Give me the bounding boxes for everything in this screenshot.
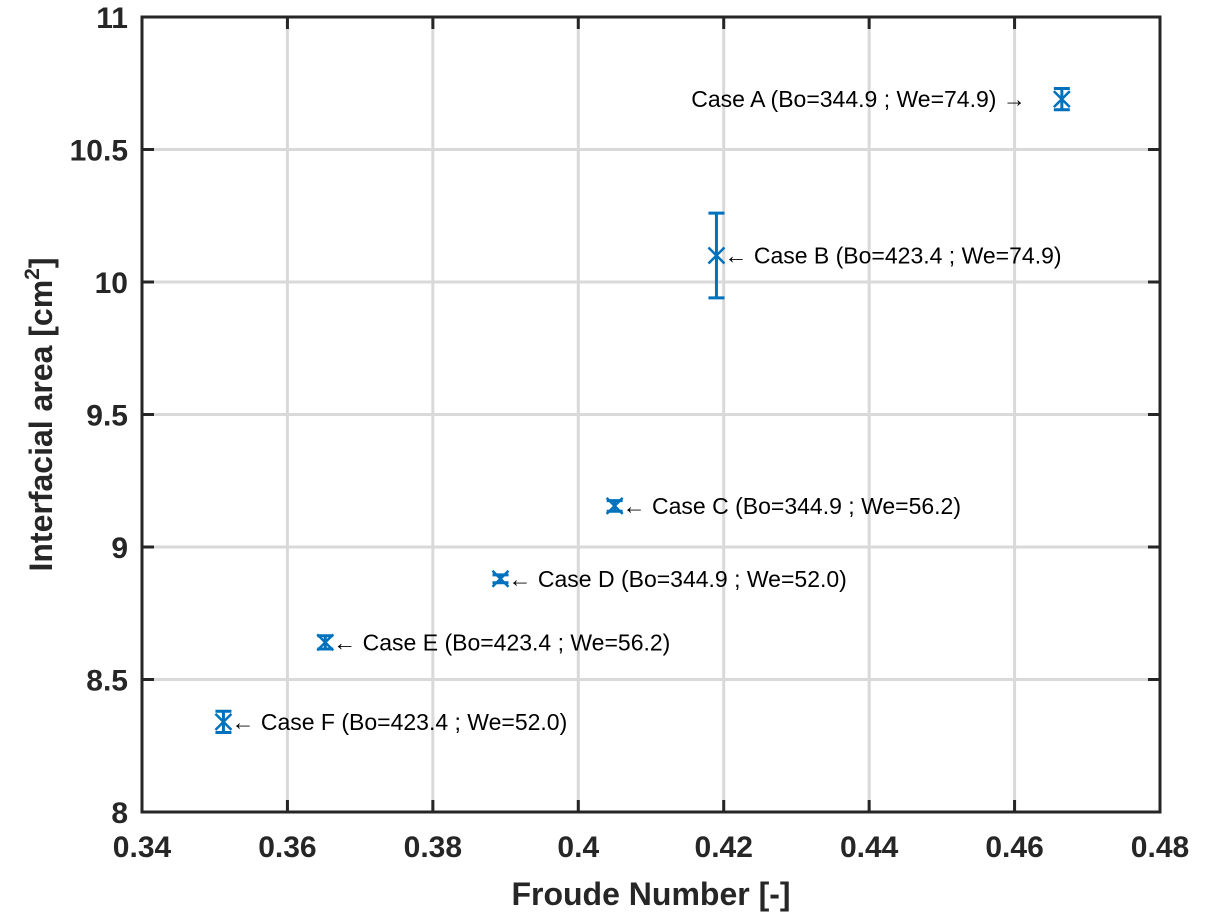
y-tick-label: 8.5 xyxy=(86,665,128,698)
x-marker xyxy=(1052,90,1071,109)
x-tick-label: 0.46 xyxy=(985,831,1043,864)
x-tick-label: 0.34 xyxy=(113,831,172,864)
x-marker xyxy=(214,713,233,731)
y-tick-label: 9.5 xyxy=(86,400,128,433)
point-annotation: ← Case E (Bo=423.4 ; We=56.2) xyxy=(333,629,670,655)
x-marker xyxy=(491,569,510,588)
point-annotation: Case A (Bo=344.9 ; We=74.9) → xyxy=(691,86,1026,112)
x-tick-label: 0.38 xyxy=(404,831,462,864)
data-point xyxy=(491,569,510,588)
y-tick-label: 10.5 xyxy=(70,135,128,168)
x-tick-label: 0.36 xyxy=(258,831,316,864)
plot-frame xyxy=(140,15,1162,814)
annotations: Case A (Bo=344.9 ; We=74.9) → ← Case B (B… xyxy=(231,86,1061,735)
data-points xyxy=(214,87,1071,734)
point-annotation: ← Case C (Bo=344.9 ; We=56.2) xyxy=(623,493,961,519)
data-point xyxy=(214,709,233,734)
data-point xyxy=(316,633,335,652)
y-tick-label: 9 xyxy=(111,532,128,565)
point-annotation: ← Case D (Bo=344.9 ; We=52.0) xyxy=(508,566,846,592)
y-axis-title-superscript: 2 xyxy=(21,268,44,280)
y-axis-title-main: Interfacial area [cm xyxy=(23,280,59,572)
y-tick-label: 10 xyxy=(95,267,128,300)
y-axis-title: Interfacial area [cm2] xyxy=(21,257,59,571)
data-point xyxy=(707,211,726,300)
point-annotation: ← Case F (Bo=423.4 ; We=52.0) xyxy=(231,709,567,735)
x-marker xyxy=(707,246,726,265)
x-tick-label: 0.44 xyxy=(840,831,899,864)
tick-labels: 0.34 0.36 0.38 0.4 0.42 0.44 0.46 0.48 8 8.5 9 9.5 1… xyxy=(70,2,1190,864)
y-tick-label: 8 xyxy=(111,797,128,830)
grid xyxy=(140,15,1162,814)
x-marker xyxy=(316,633,335,652)
y-tick-label: 11 xyxy=(96,2,128,35)
x-tick-label: 0.48 xyxy=(1131,831,1189,864)
data-point xyxy=(605,497,624,515)
point-annotation: ← Case B (Bo=423.4 ; We=74.9) xyxy=(724,243,1061,269)
data-point xyxy=(1052,87,1071,112)
x-marker xyxy=(605,497,624,515)
x-tick-label: 0.42 xyxy=(695,831,753,864)
x-tick-label: 0.4 xyxy=(557,831,599,864)
x-axis-title: Froude Number [-] xyxy=(511,876,790,912)
y-axis-title-end: ] xyxy=(23,257,59,268)
